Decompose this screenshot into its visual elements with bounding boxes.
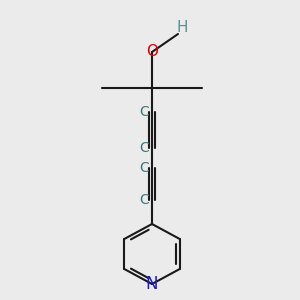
Text: C: C [139, 141, 149, 155]
Text: C: C [139, 193, 149, 207]
Text: N: N [146, 275, 158, 293]
Text: O: O [146, 44, 158, 59]
Text: C: C [139, 105, 149, 119]
Text: C: C [139, 161, 149, 175]
Text: H: H [176, 20, 188, 35]
